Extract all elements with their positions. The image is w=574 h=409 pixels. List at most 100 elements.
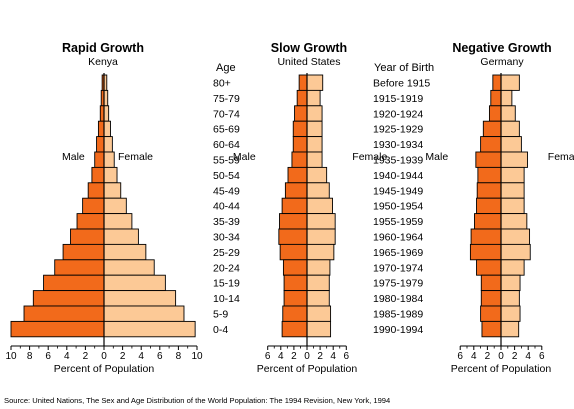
- male-bar: [82, 197, 105, 215]
- female-bar: [306, 320, 332, 338]
- age-label: 40-44: [213, 201, 240, 213]
- male-label: Male: [425, 151, 448, 163]
- birth-year-label: 1970-1974: [373, 262, 423, 274]
- female-bar: [500, 228, 531, 245]
- male-bar: [492, 74, 502, 91]
- male-bar: [281, 320, 308, 338]
- x-tick-label: 2: [485, 351, 491, 362]
- birth-year-label: 1935-1939: [373, 155, 423, 167]
- male-bar: [283, 290, 308, 307]
- birth-year-label: 1950-1954: [373, 201, 423, 213]
- male-bar: [96, 136, 105, 153]
- age-label: 75-79: [213, 93, 240, 105]
- female-label: Female: [118, 151, 153, 163]
- male-bar: [298, 74, 308, 91]
- male-bar: [278, 228, 308, 245]
- male-bar: [480, 136, 502, 153]
- male-bar: [480, 290, 502, 307]
- chart-subtitle-kenya: Kenya: [88, 56, 118, 68]
- male-bar: [97, 120, 105, 138]
- x-tick-label: 4: [278, 351, 284, 362]
- female-bar: [500, 105, 516, 122]
- female-bar: [103, 120, 111, 138]
- age-label: 45-49: [213, 185, 240, 197]
- x-tick-label: 0: [101, 351, 107, 362]
- female-bar: [103, 228, 139, 245]
- male-bar: [488, 105, 502, 122]
- female-bar: [500, 74, 520, 91]
- age-label: 60-64: [213, 139, 240, 151]
- female-bar: [306, 182, 330, 199]
- chart-titles: Rapid Growth Kenya Slow Growth United St…: [62, 41, 552, 74]
- chart-title-negative-growth: Negative Growth: [452, 41, 551, 55]
- birth-year-label: 1940-1944: [373, 170, 423, 182]
- male-bar: [294, 105, 308, 122]
- male-label: Male: [62, 151, 85, 163]
- male-bar: [287, 166, 308, 184]
- female-bar: [500, 259, 525, 276]
- female-bar: [306, 197, 333, 215]
- male-bar: [91, 166, 105, 184]
- female-bar: [500, 120, 520, 138]
- female-bar: [306, 105, 323, 122]
- age-label: 80+: [213, 78, 231, 90]
- age-label: 70-74: [213, 108, 240, 120]
- female-bar: [500, 182, 525, 199]
- female-bar: [103, 305, 185, 322]
- chart-subtitle-germany: Germany: [480, 56, 524, 68]
- female-bar: [500, 136, 522, 153]
- x-tick-label: 8: [27, 351, 33, 362]
- female-bar: [500, 290, 520, 307]
- birth-year-label: Before 1915: [373, 78, 430, 90]
- female-bar: [306, 74, 324, 91]
- x-tick-label: 4: [138, 351, 144, 362]
- female-bar: [500, 274, 521, 292]
- female-bar: [103, 166, 118, 184]
- male-bar: [474, 213, 502, 230]
- x-tick-label: 6: [45, 351, 51, 362]
- x-tick-label: 6: [265, 351, 271, 362]
- x-tick-label: 4: [330, 351, 336, 362]
- female-bar: [500, 320, 520, 338]
- x-tick-label: 6: [539, 351, 545, 362]
- female-bar: [500, 89, 513, 107]
- age-label: 25-29: [213, 247, 240, 259]
- source-note: Source: United Nations, The Sex and Age …: [4, 396, 390, 405]
- female-bar: [103, 197, 127, 215]
- x-tick-label: 10: [5, 351, 17, 362]
- female-bar: [500, 166, 525, 184]
- x-axis-label: Percent of Population: [451, 363, 552, 375]
- chart-title-slow-growth: Slow Growth: [271, 41, 347, 55]
- female-bar: [103, 105, 110, 122]
- birth-year-label: 1960-1964: [373, 232, 423, 244]
- female-bar: [500, 151, 528, 168]
- x-tick-label: 4: [471, 351, 477, 362]
- female-bar: [306, 274, 330, 292]
- x-tick-label: 2: [120, 351, 126, 362]
- female-bar: [306, 213, 336, 230]
- male-bar: [279, 243, 308, 261]
- male-bar: [43, 274, 105, 292]
- x-tick-label: 4: [525, 351, 531, 362]
- chart-subtitle-united-states: United States: [277, 56, 340, 68]
- x-tick-label: 0: [304, 351, 310, 362]
- male-bar: [480, 274, 502, 292]
- female-bar: [103, 136, 113, 153]
- female-bar: [306, 120, 323, 138]
- male-bar: [23, 305, 105, 322]
- male-bar: [292, 120, 308, 138]
- pyramid-bars: [10, 74, 531, 338]
- age-label: 20-24: [213, 262, 240, 274]
- age-label: 50-54: [213, 170, 240, 182]
- male-bar: [70, 228, 105, 245]
- male-bar: [476, 259, 502, 276]
- x-tick-label: 6: [344, 351, 350, 362]
- female-bar: [306, 151, 323, 168]
- age-label: 30-34: [213, 232, 240, 244]
- birth-year-label: 1980-1984: [373, 293, 423, 305]
- birth-year-label: 1945-1949: [373, 185, 423, 197]
- female-bar: [306, 89, 321, 107]
- male-bar: [32, 290, 105, 307]
